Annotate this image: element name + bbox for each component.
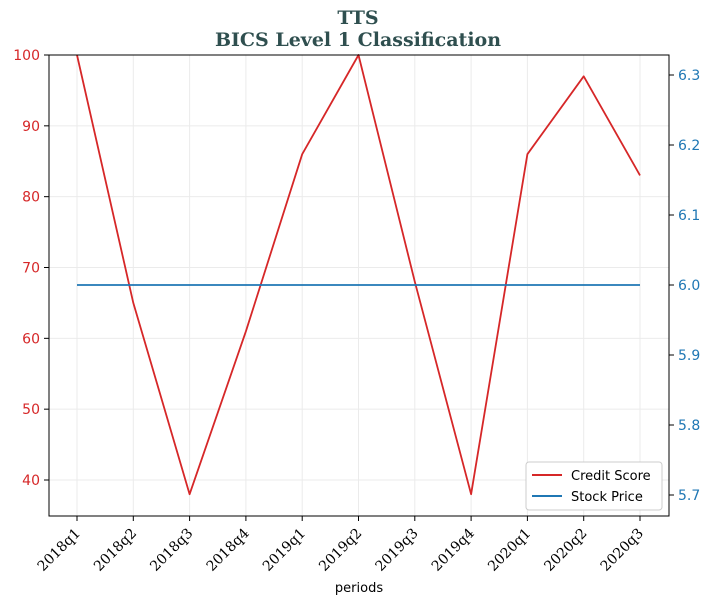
legend: Credit Score Stock Price	[525, 461, 663, 511]
x-tick-label: 2018q3	[147, 526, 196, 575]
y-right-tick-label: 6.0	[678, 278, 700, 294]
legend-label-credit-score: Credit Score	[571, 469, 651, 484]
y-left-tick-label: 60	[22, 331, 40, 347]
y-left-tick-label: 40	[22, 473, 40, 489]
x-tick-label: 2020q1	[485, 526, 534, 575]
chart-subtitle: BICS Level 1 Classification	[215, 29, 501, 51]
x-tick-label: 2019q2	[316, 526, 365, 575]
y-left-tick-label: 100	[13, 48, 40, 64]
x-tick-label: 2018q1	[35, 526, 84, 575]
y-left-tick-label: 70	[22, 261, 40, 277]
y-left-tick-label: 50	[22, 402, 40, 418]
x-tick-label: 2018q2	[91, 526, 140, 575]
chart-title: TTS	[337, 7, 378, 29]
y-right-tick-label: 5.8	[678, 418, 700, 434]
y-right-tick-label: 6.2	[678, 138, 700, 154]
y-right-tick-label: 5.9	[678, 348, 700, 364]
x-axis-label: periods	[335, 581, 383, 596]
x-tick-label: 2019q3	[372, 526, 421, 575]
y-left-tick-label: 90	[22, 119, 40, 135]
legend-label-stock-price: Stock Price	[571, 490, 643, 505]
x-tick-label: 2019q1	[260, 526, 309, 575]
x-tick-label: 2019q4	[429, 525, 478, 574]
y-left-tick-label: 80	[22, 190, 40, 206]
y-right-tick-label: 6.1	[678, 208, 700, 224]
x-tick-label: 2020q2	[541, 526, 590, 575]
y-right-tick-label: 5.7	[678, 488, 700, 504]
x-tick-label: 2018q4	[204, 525, 253, 574]
y-right-tick-label: 6.3	[678, 68, 700, 84]
x-tick-label: 2020q3	[598, 526, 647, 575]
